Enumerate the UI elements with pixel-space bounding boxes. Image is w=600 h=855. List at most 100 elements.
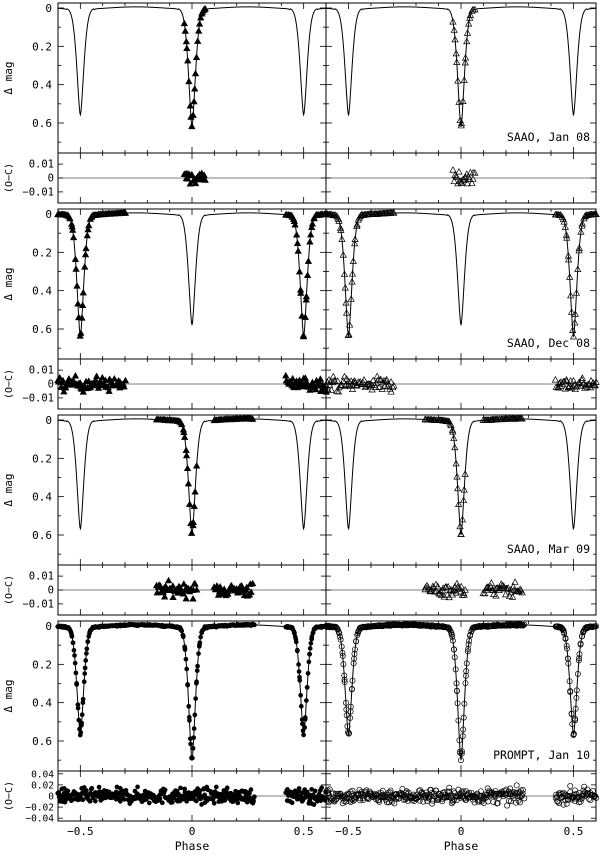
data-point	[480, 622, 487, 629]
data-point	[306, 659, 312, 665]
data-point	[339, 251, 347, 258]
data-point	[182, 446, 190, 454]
residual-point	[378, 385, 386, 392]
residual-point	[121, 797, 127, 802]
residual-point	[575, 378, 583, 385]
data-point	[446, 626, 453, 633]
data-point	[82, 671, 88, 676]
residual-point	[235, 800, 241, 806]
residual-point	[514, 587, 522, 594]
residual-point	[450, 586, 458, 594]
residual-point	[182, 594, 190, 602]
data-point	[457, 757, 464, 764]
residual-point	[89, 785, 95, 791]
residual-point	[329, 372, 337, 380]
data-point	[180, 19, 188, 27]
residual-point	[471, 169, 479, 176]
data-point	[566, 678, 573, 685]
residual-point	[439, 584, 447, 591]
data-point	[201, 4, 209, 12]
data-point	[352, 646, 358, 653]
data-point	[559, 215, 567, 222]
data-point	[451, 654, 458, 661]
residual-point	[424, 792, 431, 798]
resid-tick-label: 0.01	[29, 571, 54, 583]
residual-point	[403, 788, 410, 795]
residual-point	[332, 796, 339, 803]
residual-point	[180, 796, 186, 802]
residual-point	[520, 787, 526, 793]
data-point	[191, 84, 199, 92]
data-point	[304, 698, 309, 703]
data-point	[293, 239, 302, 246]
residual-point	[69, 377, 78, 384]
data-point	[337, 226, 345, 233]
data-point	[348, 686, 355, 693]
residual-point	[455, 786, 462, 793]
data-point	[70, 640, 76, 646]
residual-point	[344, 381, 352, 388]
residual-point	[342, 375, 351, 382]
residual-point	[79, 388, 87, 395]
residual-point	[387, 388, 395, 395]
data-point	[301, 313, 309, 320]
residual-point	[323, 788, 330, 795]
mag-tick-label: 0	[45, 620, 52, 633]
residual-point	[84, 788, 89, 793]
resid-axis-label: (O−C)	[4, 163, 15, 193]
residual-point	[59, 376, 67, 384]
data-point	[190, 502, 198, 509]
x-tick-label: 0	[458, 825, 465, 838]
data-point	[73, 670, 79, 676]
observation-points	[322, 208, 600, 340]
data-point	[449, 633, 456, 640]
data-point	[448, 426, 457, 433]
residual-point	[491, 585, 499, 592]
model-light-curve	[57, 6, 327, 127]
data-point	[351, 235, 359, 243]
panel-group-4: Δ mag(O−C)00.20.40.60.040.020−0.02−0.04−…	[2, 620, 600, 853]
residual-point	[461, 586, 469, 593]
data-point	[571, 310, 579, 317]
data-point	[465, 646, 472, 652]
residual-point	[98, 373, 106, 381]
data-point	[192, 53, 201, 61]
data-point	[448, 631, 455, 638]
residual-point	[518, 588, 526, 596]
residual-point	[383, 375, 391, 383]
data-point	[455, 98, 463, 105]
residual-point	[468, 792, 475, 799]
data-point	[568, 710, 575, 717]
residual-point	[327, 386, 336, 393]
residual-point	[76, 379, 84, 386]
data-point	[84, 225, 92, 233]
residual-point	[387, 378, 395, 385]
residual-point	[357, 379, 365, 387]
data-point	[348, 270, 357, 277]
residual-point	[505, 592, 514, 599]
residual-point	[80, 797, 86, 803]
residual-point	[201, 176, 209, 183]
residual-point	[213, 784, 219, 790]
x-tick-label: −0.5	[335, 825, 362, 838]
data-point	[72, 653, 77, 658]
data-point	[347, 703, 354, 710]
data-point	[77, 329, 85, 336]
panel-2-col-1: 00.20.40.60.010−0.01	[22, 208, 331, 410]
data-point	[390, 209, 398, 216]
residual-point	[312, 385, 320, 393]
model-light-curve	[325, 212, 597, 338]
residual-point	[567, 789, 574, 796]
residual-point	[567, 782, 574, 789]
data-point	[518, 414, 526, 422]
residual-point	[60, 387, 68, 395]
data-point	[186, 703, 192, 709]
data-point	[195, 27, 203, 34]
observation-points	[55, 621, 328, 761]
residual-point	[554, 798, 561, 805]
data-point	[186, 102, 194, 109]
residual-point	[243, 583, 251, 591]
residual-point	[146, 800, 152, 806]
data-point	[185, 77, 193, 85]
residual-point	[334, 377, 342, 384]
